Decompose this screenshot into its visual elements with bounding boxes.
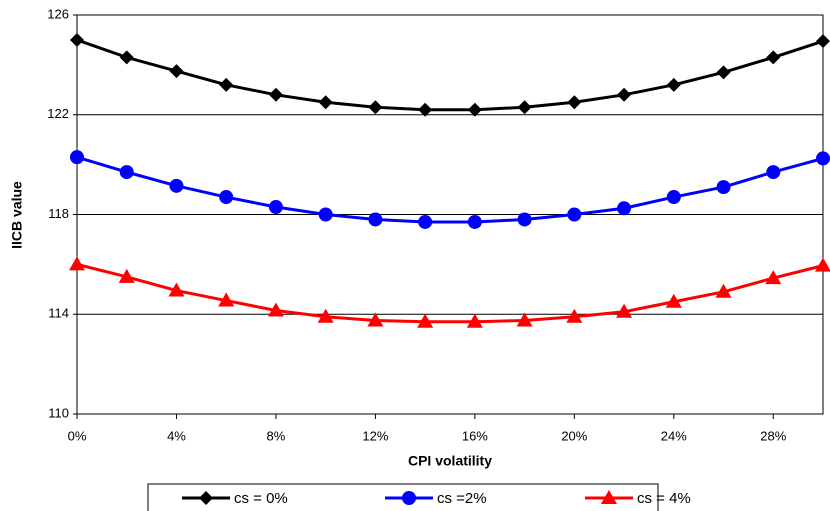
marker bbox=[716, 180, 731, 195]
marker bbox=[268, 200, 283, 215]
marker bbox=[219, 190, 234, 205]
marker bbox=[70, 32, 84, 47]
x-axis-label: CPI volatility bbox=[408, 453, 492, 469]
y-tick-label: 122 bbox=[47, 106, 69, 121]
marker bbox=[566, 308, 583, 323]
marker bbox=[317, 308, 334, 323]
marker bbox=[765, 270, 782, 285]
marker bbox=[418, 214, 433, 229]
y-tick-label: 118 bbox=[48, 206, 69, 221]
marker bbox=[168, 282, 185, 297]
marker bbox=[766, 50, 781, 65]
series-line bbox=[76, 155, 824, 224]
marker bbox=[318, 207, 333, 222]
marker bbox=[169, 178, 184, 193]
marker bbox=[616, 303, 633, 318]
x-tick-label: 28% bbox=[760, 428, 786, 443]
plot-area bbox=[76, 14, 824, 415]
marker bbox=[318, 95, 333, 110]
marker bbox=[715, 283, 732, 298]
y-tick-label: 110 bbox=[48, 405, 69, 420]
marker bbox=[219, 77, 234, 92]
series-line bbox=[76, 38, 824, 112]
marker bbox=[517, 212, 532, 227]
marker bbox=[169, 64, 184, 79]
marker bbox=[716, 65, 731, 80]
marker bbox=[816, 34, 830, 49]
marker bbox=[666, 190, 681, 205]
legend-marker bbox=[402, 491, 416, 505]
marker bbox=[69, 256, 85, 271]
legend-label: cs = 0% bbox=[234, 490, 288, 507]
marker bbox=[567, 207, 582, 222]
marker bbox=[368, 100, 383, 115]
y-tick-label: 114 bbox=[48, 306, 69, 321]
marker bbox=[567, 95, 582, 110]
marker bbox=[367, 312, 384, 327]
marker bbox=[218, 292, 235, 307]
marker bbox=[467, 214, 482, 229]
x-tick-label: 12% bbox=[362, 428, 388, 443]
marker bbox=[119, 165, 134, 180]
marker bbox=[517, 100, 532, 115]
marker bbox=[665, 293, 682, 308]
marker bbox=[119, 50, 134, 65]
marker bbox=[467, 102, 482, 117]
x-tick-label: 0% bbox=[68, 428, 87, 443]
legend-label: cs = 4% bbox=[637, 490, 691, 507]
marker bbox=[417, 313, 434, 328]
y-axis-label: IICB value bbox=[9, 181, 25, 249]
series-line bbox=[76, 262, 824, 324]
x-tick-label: 20% bbox=[561, 428, 587, 443]
x-tick-label: 4% bbox=[167, 428, 186, 443]
x-tick-label: 16% bbox=[462, 428, 488, 443]
marker bbox=[617, 87, 632, 102]
marker bbox=[118, 268, 135, 283]
marker bbox=[516, 312, 533, 327]
marker bbox=[766, 165, 781, 180]
marker bbox=[666, 77, 681, 92]
marker bbox=[368, 212, 383, 227]
marker bbox=[466, 313, 483, 328]
marker bbox=[268, 87, 283, 102]
marker bbox=[267, 302, 284, 317]
marker bbox=[70, 150, 84, 165]
legend-label: cs =2% bbox=[437, 490, 487, 507]
marker bbox=[816, 151, 830, 166]
legend-marker bbox=[199, 491, 213, 505]
legend-marker bbox=[601, 490, 617, 504]
y-tick-label: 126 bbox=[47, 6, 69, 21]
marker bbox=[815, 257, 830, 272]
marker bbox=[617, 201, 632, 216]
x-tick-label: 24% bbox=[661, 428, 687, 443]
marker bbox=[418, 102, 433, 117]
x-tick-label: 8% bbox=[267, 428, 286, 443]
